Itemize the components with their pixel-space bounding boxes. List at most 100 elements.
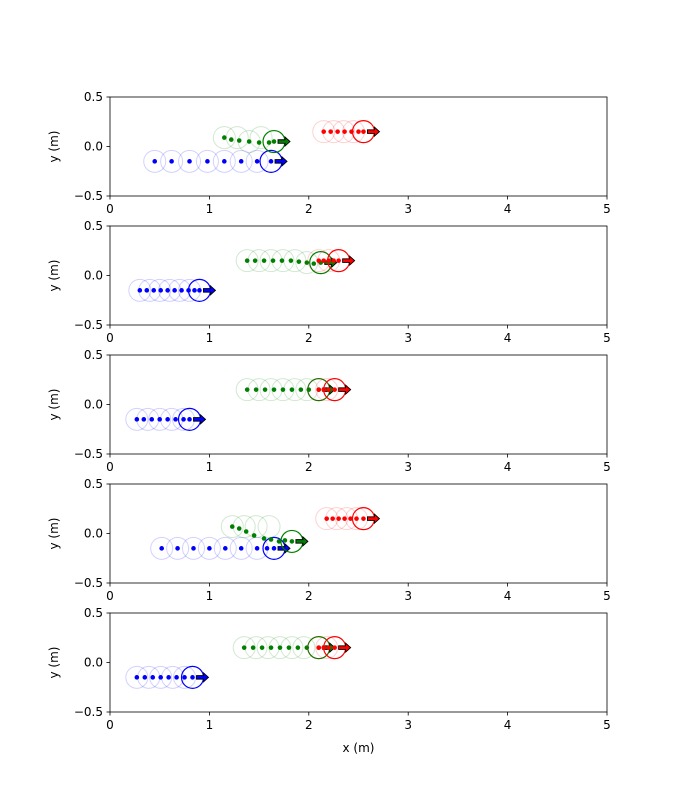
trajectory-point bbox=[151, 288, 157, 293]
trajectory-point bbox=[280, 387, 286, 392]
trail-ring bbox=[161, 665, 185, 689]
trail-ring bbox=[249, 126, 273, 150]
x-tick-label: 1 bbox=[206, 331, 214, 345]
subplot-1: 0 1 2 3 4 5 0.5 0.0 −0.5 y (m) bbox=[47, 90, 611, 216]
x-tick-label: 2 bbox=[305, 331, 313, 345]
trajectory-point bbox=[244, 258, 250, 263]
trail-ring bbox=[245, 149, 269, 173]
x-tick-label: 1 bbox=[206, 460, 214, 474]
trajectory-point bbox=[236, 138, 242, 143]
trajectory-point bbox=[326, 387, 331, 392]
y-tick-label: 0.0 bbox=[84, 527, 103, 541]
trail-ring bbox=[247, 249, 271, 273]
trail-ring bbox=[257, 515, 281, 539]
trajectory-point bbox=[187, 159, 192, 164]
x-tick-label: 0 bbox=[106, 589, 114, 603]
trajectory-point bbox=[266, 140, 272, 145]
y-tick-label: 0.0 bbox=[84, 398, 103, 412]
x-tick-label: 2 bbox=[305, 202, 313, 216]
trajectory-point bbox=[187, 417, 192, 422]
trajectory-point bbox=[158, 288, 163, 293]
trajectory-point bbox=[144, 288, 150, 293]
heading-arrow bbox=[193, 413, 207, 425]
y-tick-label: 0.5 bbox=[84, 348, 103, 362]
y-tick-label: 0.0 bbox=[84, 656, 103, 670]
x-tick-label: 1 bbox=[206, 589, 214, 603]
trajectory-point bbox=[207, 546, 212, 551]
trajectory-point bbox=[262, 387, 268, 392]
trail-ring bbox=[125, 407, 149, 431]
trajectory-point bbox=[316, 645, 322, 650]
trail-ring bbox=[166, 536, 190, 560]
heading-arrow bbox=[196, 671, 210, 683]
trajectory-point bbox=[241, 645, 247, 650]
axes-frame bbox=[109, 354, 608, 455]
trajectory-point bbox=[332, 645, 337, 650]
trail-ring bbox=[143, 149, 167, 173]
x-tick-label: 4 bbox=[504, 589, 512, 603]
subplot-4: 0 1 2 3 4 5 0.5 0.0 −0.5 y (m) bbox=[47, 477, 611, 603]
trajectory-point bbox=[229, 524, 235, 529]
trail-ring bbox=[212, 149, 236, 173]
trajectory-point bbox=[326, 645, 331, 650]
plot-area bbox=[143, 120, 381, 173]
trajectory-point bbox=[246, 139, 252, 144]
trail-ring bbox=[229, 536, 253, 560]
trajectory-point bbox=[205, 159, 210, 164]
trajectory-point bbox=[252, 258, 258, 263]
trajectory-point bbox=[331, 258, 336, 263]
heading-arrow bbox=[367, 513, 381, 525]
x-tick-label: 2 bbox=[305, 460, 313, 474]
trail-ring bbox=[137, 665, 161, 689]
trail-ring bbox=[125, 665, 149, 689]
trajectory-point bbox=[286, 645, 292, 650]
trajectory-point bbox=[348, 516, 353, 521]
trajectory-point bbox=[356, 129, 361, 134]
trajectory-point bbox=[179, 288, 184, 293]
trajectory-point bbox=[172, 288, 177, 293]
trajectory-point bbox=[223, 546, 228, 551]
trail-ring bbox=[220, 515, 244, 539]
trajectory-point bbox=[173, 417, 178, 422]
trail-ring bbox=[315, 636, 339, 660]
heading-arrow bbox=[295, 535, 309, 547]
trajectory-point bbox=[244, 387, 250, 392]
trajectory-point bbox=[270, 258, 276, 263]
x-tick-label: 5 bbox=[603, 718, 611, 732]
trajectory-point bbox=[149, 417, 155, 422]
x-tick-label: 0 bbox=[106, 718, 114, 732]
trail-ring bbox=[150, 536, 174, 560]
trajectory-point bbox=[181, 417, 186, 422]
plot-area bbox=[150, 507, 381, 560]
x-tick-label: 3 bbox=[404, 589, 412, 603]
axes-frame bbox=[109, 225, 608, 326]
trajectory-point bbox=[276, 539, 282, 544]
x-tick-label: 4 bbox=[504, 331, 512, 345]
trajectory-point bbox=[150, 675, 156, 680]
trajectory-point bbox=[321, 258, 327, 263]
trajectory-point bbox=[238, 159, 244, 164]
trajectory-point bbox=[316, 387, 322, 392]
trajectory-point bbox=[289, 387, 295, 392]
trail-ring bbox=[149, 665, 173, 689]
trajectory-point bbox=[134, 417, 140, 422]
trajectory-point bbox=[336, 516, 341, 521]
trajectory-point bbox=[254, 546, 260, 551]
trajectory-point bbox=[332, 387, 337, 392]
x-tick-label: 2 bbox=[305, 589, 313, 603]
heading-arrow bbox=[367, 126, 381, 138]
heading-arrow bbox=[342, 255, 356, 267]
y-axis-label: y (m) bbox=[47, 647, 61, 679]
y-axis-label: y (m) bbox=[47, 389, 61, 421]
x-tick-label: 3 bbox=[404, 460, 412, 474]
trajectory-point bbox=[243, 529, 249, 534]
trajectory-point bbox=[251, 533, 257, 538]
trail-ring bbox=[178, 149, 202, 173]
trajectory-point bbox=[282, 538, 288, 543]
plot-area bbox=[125, 636, 352, 689]
trajectory-point bbox=[165, 417, 170, 422]
trajectory-point bbox=[271, 546, 277, 551]
trail-ring bbox=[197, 536, 221, 560]
trajectory-point bbox=[298, 387, 304, 392]
